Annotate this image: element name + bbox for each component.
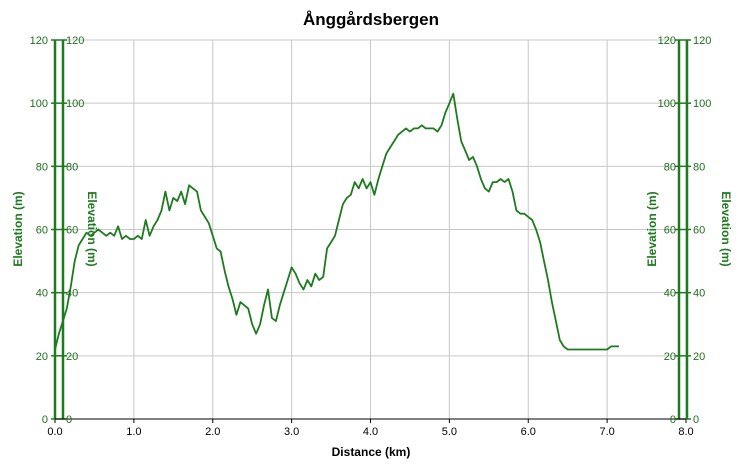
x-tick-label: 2.0 [205, 426, 220, 438]
y-tick-label-right-outer: 40 [693, 288, 705, 300]
x-tick-label: 4.0 [363, 426, 378, 438]
y-tick-label-right-outer: 0 [693, 414, 699, 426]
x-tick-label: 8.0 [678, 426, 693, 438]
y-tick-label-left-outer: 80 [36, 161, 48, 173]
y-tick-label-left-outer: 20 [36, 351, 48, 363]
y-tick-label-right-outer: 60 [693, 225, 705, 237]
y-tick-label-right-inner: 120 [658, 35, 676, 47]
y-axis-label-right-inner: Elevation (m) [645, 191, 659, 266]
y-tick-label-left-outer: 60 [36, 225, 48, 237]
y-tick-label-right-inner: 0 [670, 414, 676, 426]
y-tick-label-left-inner: 0 [66, 414, 72, 426]
y-tick-label-right-inner: 20 [664, 351, 676, 363]
x-tick-label: 0.0 [47, 426, 62, 438]
y-tick-label-left-outer: 120 [30, 35, 48, 47]
elevation-line [54, 92, 619, 351]
y-tick-label-left-outer: 100 [30, 98, 48, 110]
y-tick-label-left-inner: 80 [66, 161, 78, 173]
axes [51, 39, 691, 423]
y-tick-label-right-inner: 100 [658, 98, 676, 110]
y-tick-label-right-inner: 40 [664, 288, 676, 300]
y-tick-label-left-inner: 100 [66, 98, 84, 110]
y-tick-label-right-outer: 20 [693, 351, 705, 363]
y-tick-label-right-outer: 80 [693, 161, 705, 173]
y-tick-label-left-inner: 60 [66, 225, 78, 237]
x-tick-label: 5.0 [442, 426, 457, 438]
y-tick-label-left-inner: 20 [66, 351, 78, 363]
y-tick-label-right-inner: 80 [664, 161, 676, 173]
y-tick-label-right-inner: 60 [664, 225, 676, 237]
y-tick-label-left-outer: 0 [42, 414, 48, 426]
chart-title: Ånggårdsbergen [303, 10, 439, 29]
y-axis-label-right-outer: Elevation (m) [719, 191, 733, 266]
x-axis-label: Distance (km) [332, 445, 411, 459]
tick-labels: 0.0 1.0 2.0 3.0 4.0 5.0 6.0 7.0 8.00 0 0 020 20 20 204… [30, 35, 712, 438]
y-tick-label-right-outer: 120 [693, 35, 711, 47]
y-tick-label-right-outer: 100 [693, 98, 711, 110]
y-tick-label-left-inner: 120 [66, 35, 84, 47]
y-axis-label-left-inner: Elevation (m) [85, 191, 99, 266]
gridlines [54, 39, 687, 420]
y-tick-label-left-outer: 40 [36, 288, 48, 300]
x-tick-label: 6.0 [521, 426, 536, 438]
x-tick-label: 3.0 [284, 426, 299, 438]
x-tick-label: 1.0 [126, 426, 141, 438]
y-axis-label-left-outer: Elevation (m) [11, 191, 25, 266]
x-tick-label: 7.0 [599, 426, 614, 438]
